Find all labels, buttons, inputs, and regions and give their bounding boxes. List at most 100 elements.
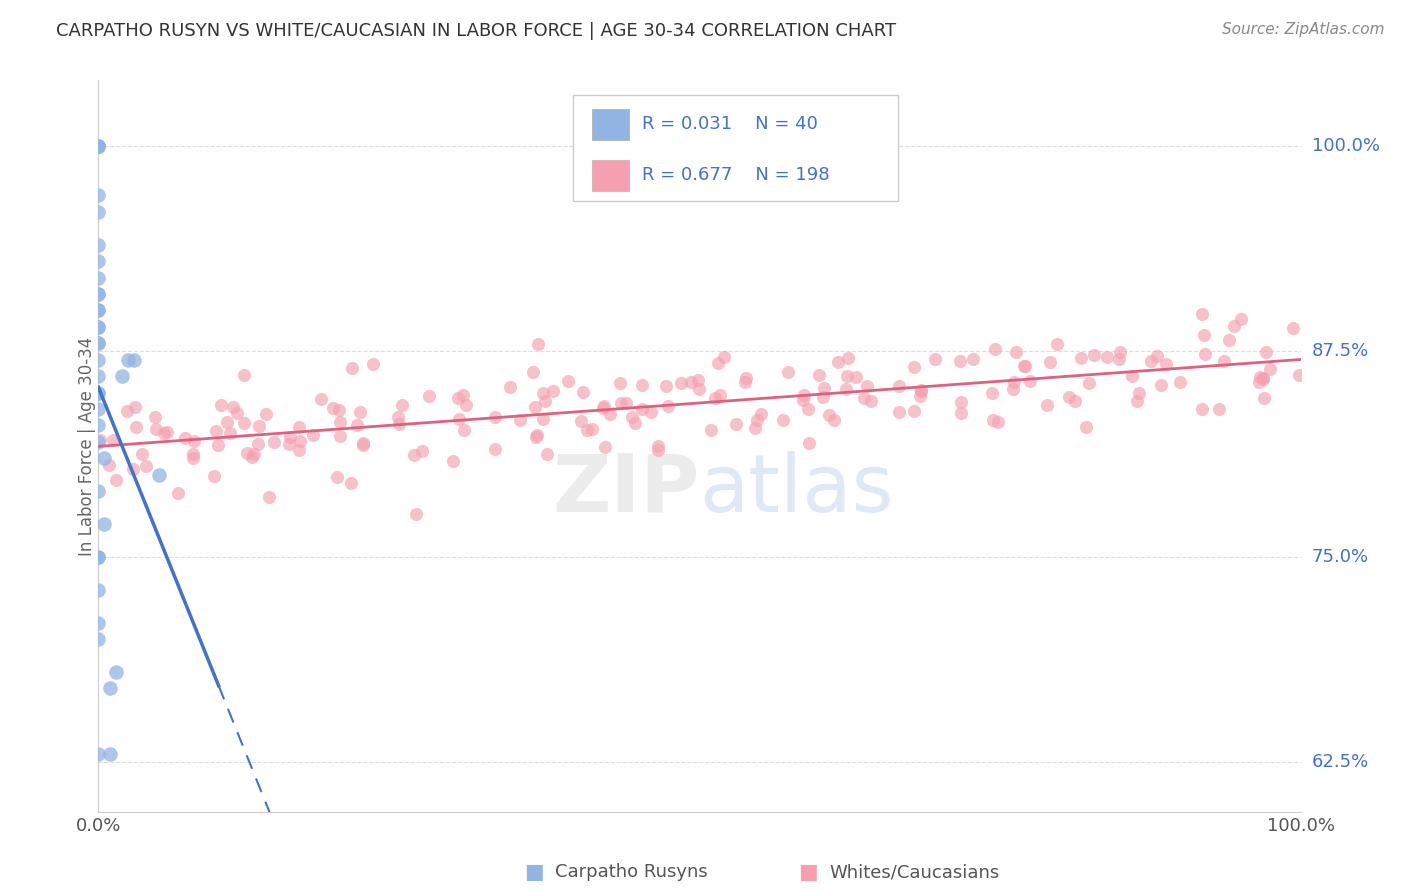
Point: [111, 369, 134, 384]
Text: Whites/Caucasians: Whites/Caucasians: [830, 863, 1000, 881]
Point: [640, 405, 662, 419]
Point: [453, 423, 475, 437]
Point: [240, 450, 263, 464]
Point: [148, 467, 170, 482]
Text: ■: ■: [799, 863, 818, 882]
Point: [87, 336, 110, 351]
Point: [1014, 359, 1036, 374]
Point: [1249, 375, 1271, 389]
Point: [87, 139, 110, 153]
Point: [657, 399, 679, 413]
Point: [322, 401, 344, 416]
Point: [1109, 345, 1132, 359]
Point: [143, 409, 166, 424]
Point: [1191, 402, 1213, 417]
Point: [183, 434, 205, 449]
Point: [703, 392, 725, 406]
Point: [122, 462, 145, 476]
Point: [852, 391, 875, 405]
Point: [242, 447, 264, 461]
Point: [387, 410, 409, 425]
Point: [837, 351, 859, 366]
Point: [987, 415, 1010, 429]
Point: [263, 435, 285, 450]
Point: [145, 422, 167, 436]
Point: [391, 399, 413, 413]
Point: [536, 447, 558, 461]
Text: atlas: atlas: [699, 450, 894, 529]
Point: [302, 428, 325, 442]
Point: [100, 747, 122, 762]
Point: [226, 406, 249, 420]
Point: [744, 421, 766, 435]
Point: [87, 204, 110, 219]
Point: [827, 355, 849, 369]
Point: [860, 393, 883, 408]
Point: [669, 376, 692, 390]
Point: [903, 404, 925, 418]
FancyBboxPatch shape: [574, 95, 898, 201]
Point: [1218, 333, 1240, 347]
Point: [1012, 359, 1035, 373]
Point: [1253, 391, 1275, 405]
Point: [1251, 371, 1274, 385]
Point: [254, 407, 277, 421]
Point: [1154, 358, 1177, 372]
Point: [447, 391, 470, 405]
Point: [156, 425, 179, 439]
Point: [207, 438, 229, 452]
Point: [1191, 307, 1213, 321]
Point: [453, 388, 475, 402]
Point: [1108, 351, 1130, 366]
Point: [734, 375, 756, 389]
Point: [1128, 386, 1150, 401]
Point: [1077, 376, 1099, 390]
Point: [910, 383, 932, 397]
Point: [326, 470, 349, 484]
Point: [526, 428, 548, 442]
Point: [1146, 349, 1168, 363]
Point: [87, 270, 110, 285]
Point: [87, 303, 110, 318]
Point: [100, 681, 122, 696]
Point: [983, 342, 1005, 356]
Point: [101, 434, 124, 448]
Point: [1036, 398, 1059, 412]
Point: [1063, 393, 1085, 408]
Point: [352, 435, 374, 450]
Point: [233, 368, 256, 383]
Point: [533, 393, 555, 408]
Point: [105, 665, 128, 679]
Point: [700, 423, 723, 437]
Point: [124, 420, 146, 434]
Text: 62.5%: 62.5%: [1312, 754, 1369, 772]
Point: [87, 139, 110, 153]
Point: [87, 747, 110, 762]
Text: R = 0.031    N = 40: R = 0.031 N = 40: [641, 115, 818, 133]
Point: [621, 409, 644, 424]
Point: [246, 437, 269, 451]
Point: [745, 413, 768, 427]
Point: [152, 426, 174, 441]
Point: [1208, 402, 1230, 417]
Text: Carpatho Rusyns: Carpatho Rusyns: [555, 863, 709, 881]
Point: [772, 413, 794, 427]
Point: [1230, 311, 1253, 326]
Point: [910, 384, 932, 398]
Point: [181, 446, 204, 460]
Point: [688, 374, 710, 388]
Point: [593, 440, 616, 454]
Point: [222, 401, 245, 415]
Point: [87, 615, 110, 630]
Point: [797, 436, 820, 450]
Point: [329, 416, 352, 430]
Point: [87, 319, 110, 334]
Point: [834, 382, 856, 396]
Point: [87, 582, 110, 597]
Point: [233, 416, 256, 430]
Point: [87, 254, 110, 268]
Point: [647, 439, 669, 453]
Point: [614, 395, 637, 409]
Point: [219, 426, 242, 441]
Point: [87, 418, 110, 433]
